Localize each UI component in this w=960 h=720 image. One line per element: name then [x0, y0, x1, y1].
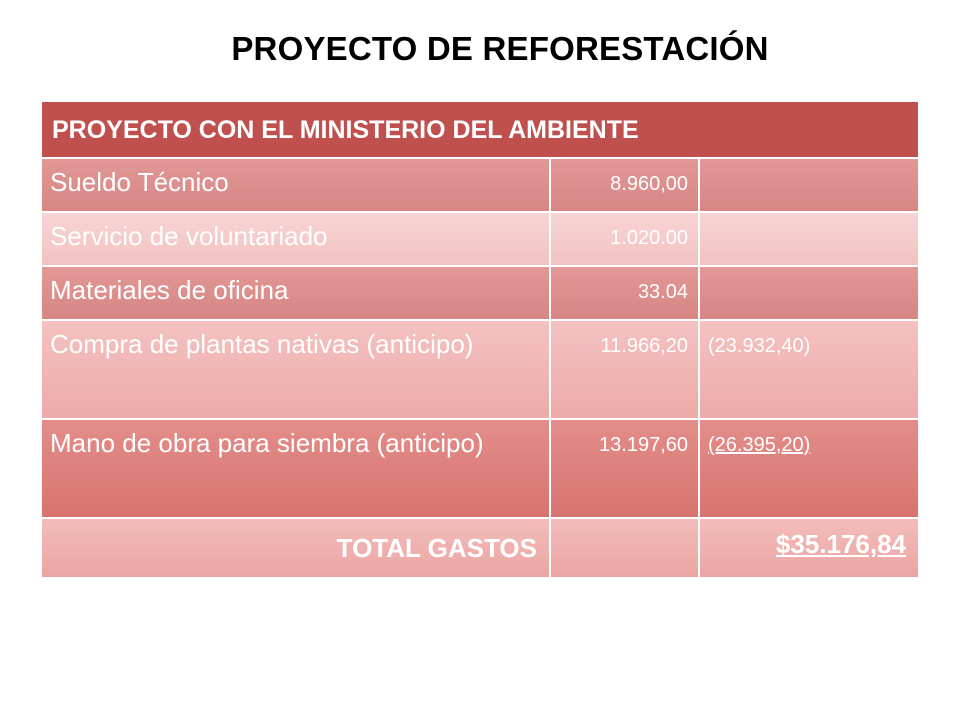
- table-row: Servicio de voluntariado 1.020.00: [40, 211, 920, 267]
- amount-cell: 13.197,60: [549, 418, 700, 519]
- advance-cell: (23.932,40): [698, 319, 920, 420]
- slide-title: PROYECTO DE REFORESTACIÓN: [231, 30, 769, 67]
- table-header: PROYECTO CON EL MINISTERIO DEL AMBIENTE: [40, 100, 920, 159]
- concept-cell: Compra de plantas nativas (anticipo): [40, 319, 551, 420]
- table-row: Compra de plantas nativas (anticipo) 11.…: [40, 319, 920, 420]
- amount-cell: 11.966,20: [549, 319, 700, 420]
- concept-cell: Servicio de voluntariado: [40, 211, 551, 267]
- total-row: TOTAL GASTOS $35.176,84: [40, 517, 920, 579]
- advance-cell: [698, 157, 920, 213]
- concept-cell: Mano de obra para siembra (anticipo): [40, 418, 551, 519]
- advance-cell: [698, 211, 920, 267]
- amount-cell: 1.020.00: [549, 211, 700, 267]
- table-row: Materiales de oficina 33.04: [40, 265, 920, 321]
- amount-cell: 8.960,00: [549, 157, 700, 213]
- concept-cell: Materiales de oficina: [40, 265, 551, 321]
- total-value: $35.176,84: [698, 517, 920, 579]
- total-amount-cell: [549, 517, 700, 579]
- advance-cell: (26.395,20): [698, 418, 920, 519]
- table-row: Mano de obra para siembra (anticipo) 13.…: [40, 418, 920, 519]
- advance-cell: [698, 265, 920, 321]
- concept-cell: Sueldo Técnico: [40, 157, 551, 213]
- amount-cell: 33.04: [549, 265, 700, 321]
- total-label: TOTAL GASTOS: [40, 517, 551, 579]
- budget-table: PROYECTO CON EL MINISTERIO DEL AMBIENTE …: [40, 100, 920, 579]
- table-header-row: PROYECTO CON EL MINISTERIO DEL AMBIENTE: [40, 100, 920, 159]
- table-row: Sueldo Técnico 8.960,00: [40, 157, 920, 213]
